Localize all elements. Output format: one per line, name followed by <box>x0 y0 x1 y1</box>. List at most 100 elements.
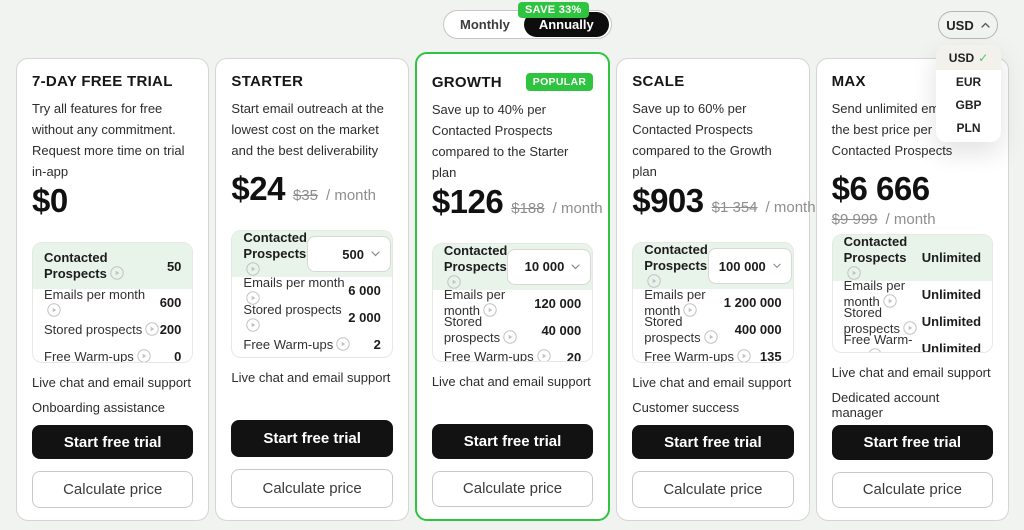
calculate-price-button[interactable]: Calculate price <box>231 469 393 508</box>
plan-price: $0 <box>32 182 68 220</box>
plan-card-starter: STARTER Start email outreach at the lowe… <box>215 58 409 521</box>
feature-item: Onboarding assistance <box>32 399 165 415</box>
play-tooltip-icon[interactable] <box>47 303 61 317</box>
play-tooltip-icon[interactable] <box>246 290 261 305</box>
contacted-value: Unlimited <box>921 250 982 266</box>
currency-selected-label: USD <box>946 17 974 33</box>
limits-table: Contacted Prospects 500 Emails per month… <box>231 230 393 359</box>
start-free-trial-button[interactable]: Start free trial <box>231 420 393 458</box>
table-row-stored: Stored prospects 400 000 <box>644 313 782 345</box>
plan-title: MAX <box>831 73 866 90</box>
play-tooltip-icon[interactable] <box>447 275 461 289</box>
feature-item: Customer success <box>632 399 740 415</box>
toggle-monthly[interactable]: Monthly <box>460 17 510 32</box>
table-row-warmups: Free Warm-ups Unlimited <box>833 332 992 353</box>
limits-table: Contacted Prospects 10 000 Emails per mo… <box>431 242 594 363</box>
plan-old-price: $9 999 <box>831 211 878 228</box>
calculate-price-button[interactable]: Calculate price <box>431 470 594 508</box>
table-row-stored: Stored prospects Unlimited <box>843 305 982 337</box>
play-tooltip-icon[interactable] <box>503 330 517 345</box>
chevron-down-icon <box>571 264 580 270</box>
plan-period: / month <box>326 187 377 204</box>
plan-title: GROWTH <box>431 73 502 91</box>
start-free-trial-button[interactable]: Start free trial <box>431 424 594 459</box>
chevron-up-icon <box>981 22 990 28</box>
plan-period: / month <box>552 199 603 217</box>
currency-selector-button[interactable]: USD <box>938 11 998 39</box>
limits-table: Contacted Prospects 100 000 Emails per m… <box>632 242 794 363</box>
play-tooltip-icon[interactable] <box>246 262 261 276</box>
start-free-trial-button[interactable]: Start free trial <box>632 424 794 460</box>
play-tooltip-icon[interactable] <box>883 294 897 308</box>
table-row-emails: Emails per month 6 000 <box>232 275 391 305</box>
table-row-contacted: Contacted Prospects 100 000 <box>633 243 793 290</box>
plan-description: Start email outreach at the lowest cost … <box>231 101 384 158</box>
feature-item: Live chat and email support <box>32 374 191 390</box>
table-row-stored: Stored prospects 200 <box>44 321 182 338</box>
currency-option-usd[interactable]: USD ✓ <box>936 45 1001 70</box>
plan-card-free-trial: 7-DAY FREE TRIAL Try all features for fr… <box>16 58 210 521</box>
plan-description: Save up to 60% per Contacted Prospects c… <box>632 101 772 179</box>
play-tooltip-icon[interactable] <box>683 303 698 317</box>
table-row-emails: Emails per month 1 200 000 <box>644 286 782 318</box>
contacted-value: 50 <box>166 258 182 274</box>
currency-dropdown-menu: USD ✓ EUR GBP PLN <box>936 45 1001 142</box>
play-tooltip-icon[interactable] <box>846 266 861 280</box>
plan-features: Live chat and email support Customer suc… <box>632 375 793 425</box>
start-free-trial-button[interactable]: Start free trial <box>831 425 994 460</box>
table-row-contacted: Contacted Prospects 500 <box>232 231 392 277</box>
plan-period: / month <box>765 199 816 217</box>
plan-price: $126 <box>431 182 504 220</box>
plan-period: / month <box>885 211 936 228</box>
table-row-contacted: Contacted Prospects 50 <box>33 243 193 290</box>
table-row-contacted: Contacted Prospects 10 000 <box>432 244 593 290</box>
chevron-down-icon <box>371 251 380 257</box>
currency-option-gbp[interactable]: GBP <box>955 97 982 112</box>
popular-badge: POPULAR <box>525 73 594 91</box>
play-tooltip-icon[interactable] <box>145 322 159 336</box>
calculate-price-button[interactable]: Calculate price <box>632 471 794 508</box>
play-tooltip-icon[interactable] <box>703 330 718 344</box>
plan-card-scale: SCALE Save up to 60% per Contacted Prosp… <box>616 58 816 521</box>
plan-title: 7-DAY FREE TRIAL <box>32 73 173 90</box>
contacted-prospects-select[interactable]: 100 000 <box>707 248 792 285</box>
feature-item: Live chat and email support <box>431 374 591 390</box>
table-row-emails: Emails per month Unlimited <box>843 278 982 310</box>
feature-item: Live chat and email support <box>831 365 991 381</box>
save-badge: SAVE 33% <box>518 2 589 18</box>
start-free-trial-button[interactable]: Start free trial <box>32 424 194 460</box>
plan-features: Live chat and email support <box>432 374 593 424</box>
play-tooltip-icon[interactable] <box>903 321 917 335</box>
play-tooltip-icon[interactable] <box>647 274 661 289</box>
plan-price: $903 <box>632 182 704 220</box>
table-row-warmups: Free Warm-ups 2 <box>243 336 381 353</box>
plan-card-growth: GROWTH POPULAR Save up to 40% per Contac… <box>414 52 611 521</box>
chevron-down-icon <box>773 264 781 269</box>
play-tooltip-icon[interactable] <box>137 349 151 363</box>
currency-option-pln[interactable]: PLN <box>956 120 981 135</box>
play-tooltip-icon[interactable] <box>737 349 751 363</box>
play-tooltip-icon[interactable] <box>868 348 882 353</box>
calculate-price-button[interactable]: Calculate price <box>831 471 994 509</box>
contacted-prospects-select[interactable]: 500 <box>306 236 391 272</box>
plan-old-price: $188 <box>511 199 545 217</box>
play-tooltip-icon[interactable] <box>110 266 124 281</box>
play-tooltip-icon[interactable] <box>483 303 497 318</box>
table-row-stored: Stored prospects 40 000 <box>443 314 582 346</box>
play-tooltip-icon[interactable] <box>246 317 261 332</box>
play-tooltip-icon[interactable] <box>536 349 551 362</box>
plan-features: Live chat and email support Onboarding a… <box>32 375 193 425</box>
feature-item: Live chat and email support <box>632 374 792 390</box>
plan-features: Live chat and email support <box>231 370 392 420</box>
currency-option-eur[interactable]: EUR <box>955 74 982 89</box>
plan-title: STARTER <box>231 73 304 90</box>
plan-features: Live chat and email support Dedicated ac… <box>832 365 993 425</box>
plan-old-price: $35 <box>292 187 318 204</box>
plan-title: SCALE <box>632 73 685 90</box>
plan-description: Try all features for free without any co… <box>32 101 185 179</box>
table-row-emails: Emails per month 600 <box>33 287 192 317</box>
contacted-prospects-select[interactable]: 10 000 <box>507 248 592 285</box>
table-row-warmups: Free Warm-ups 0 <box>44 348 182 363</box>
calculate-price-button[interactable]: Calculate price <box>32 471 194 508</box>
play-tooltip-icon[interactable] <box>336 336 350 351</box>
